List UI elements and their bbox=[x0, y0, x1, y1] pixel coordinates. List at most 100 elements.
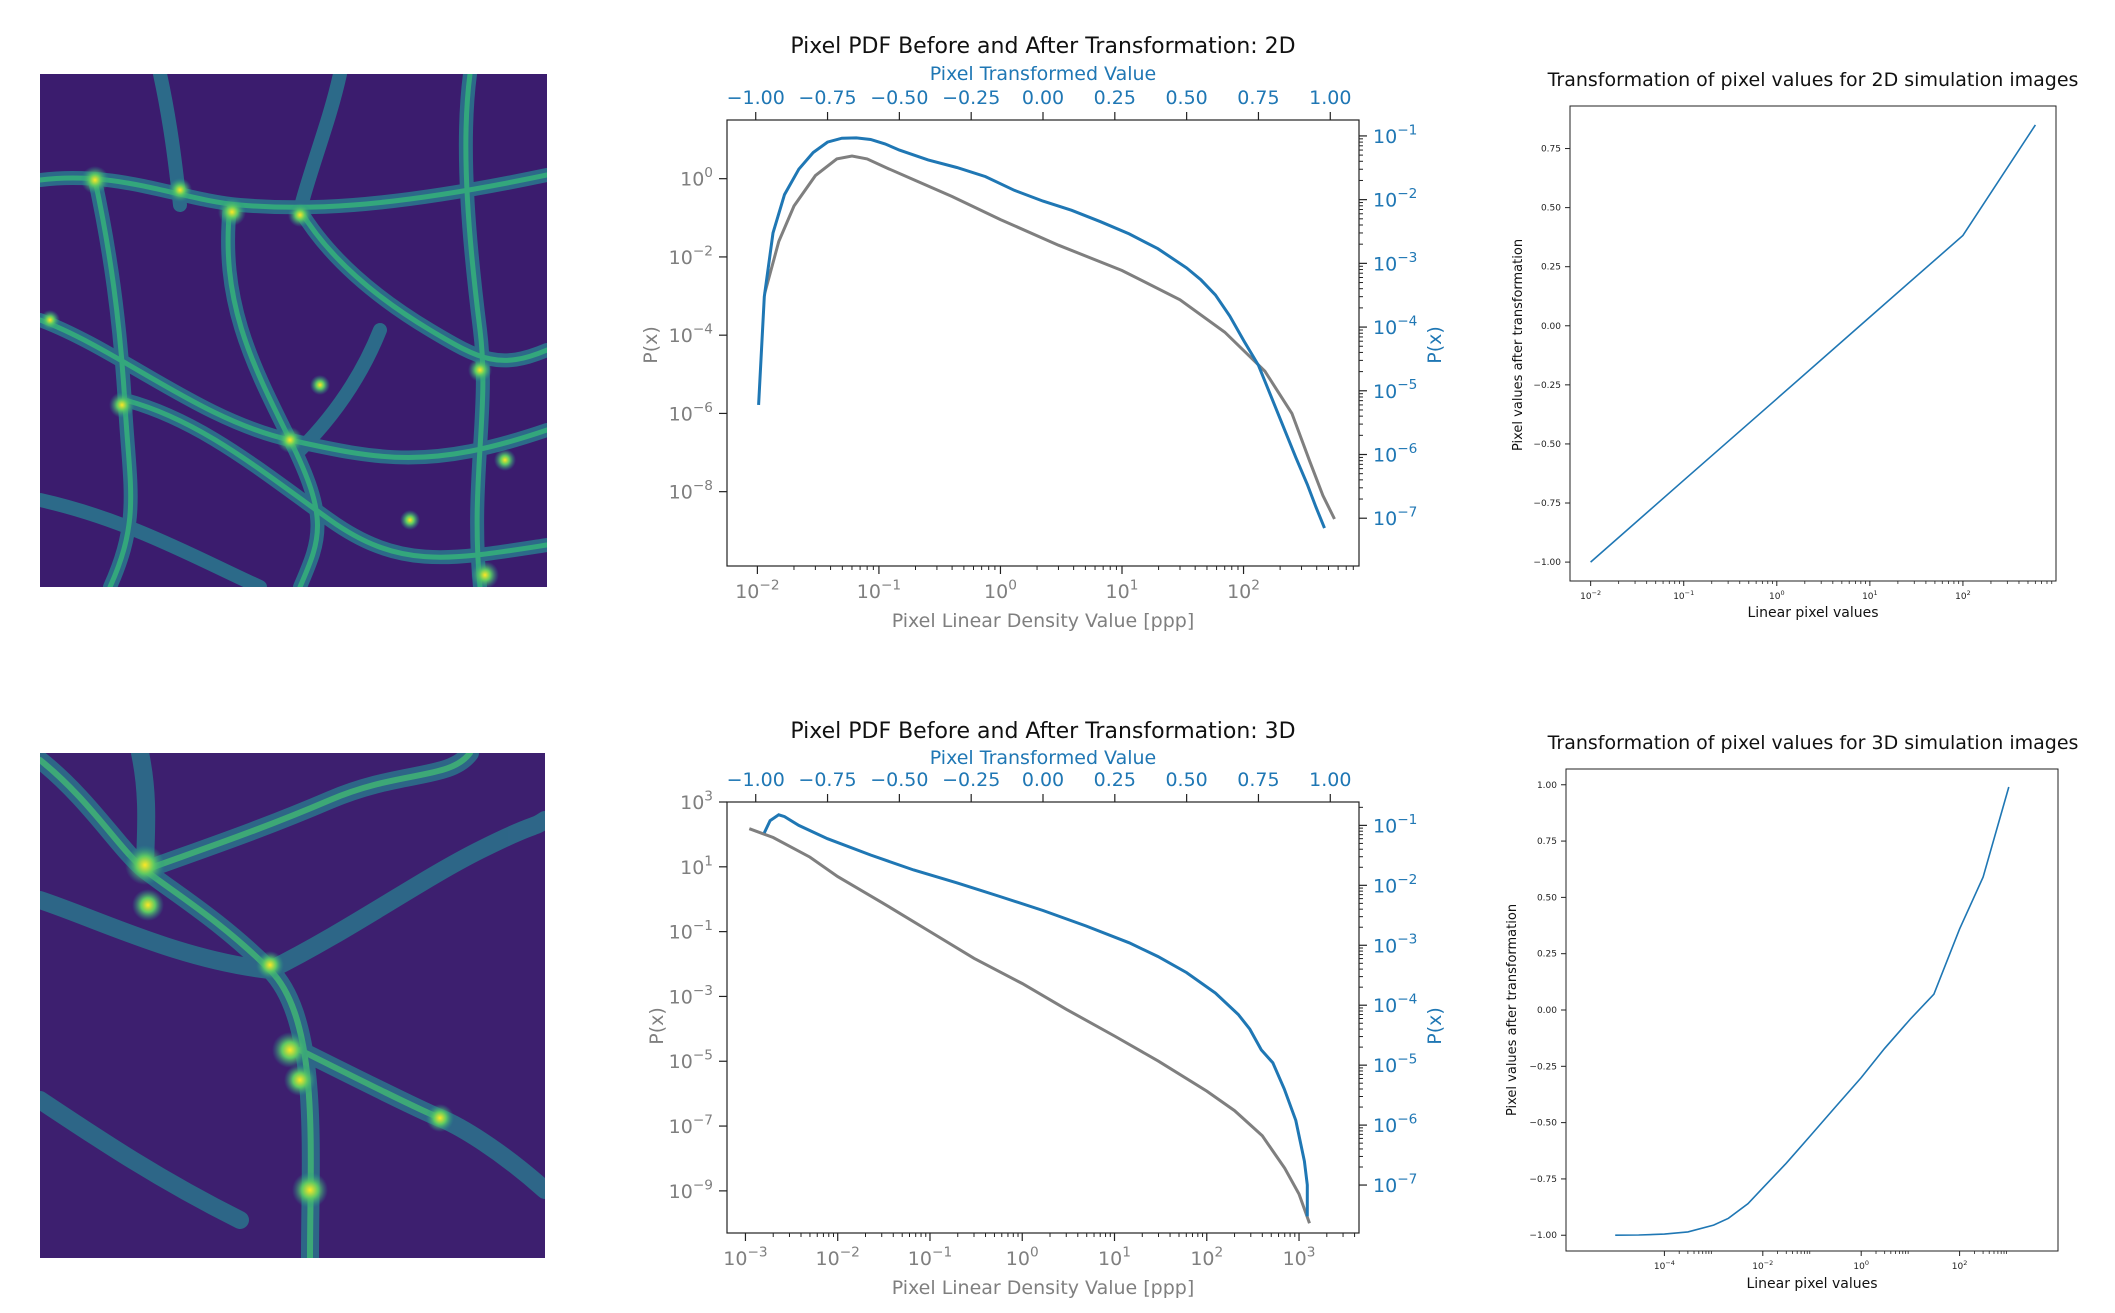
pdf-2d-line-transformed bbox=[757, 136, 1326, 529]
x-top-tick-label: −0.25 bbox=[942, 769, 1000, 791]
transform-2d-title: Transformation of pixel values for 2D si… bbox=[1547, 69, 2079, 91]
y-left-tick-label: 10−8 bbox=[669, 478, 713, 504]
y-tick-label: 0.50 bbox=[1537, 893, 1557, 903]
pdf-2d-xlabel: Pixel Linear Density Value [ppp] bbox=[892, 610, 1195, 632]
transform-3d-axes-frame bbox=[1565, 768, 2059, 1252]
y-tick-label: 0.25 bbox=[1537, 950, 1557, 960]
transform-3d-ylabel: Pixel values after transformation bbox=[1505, 904, 1520, 1116]
y-left-tick-label: 10−5 bbox=[669, 1048, 713, 1074]
x-bottom-tick-label: 10−2 bbox=[735, 577, 779, 603]
x-top-tick-label: −0.25 bbox=[942, 87, 1000, 109]
x-top-tick-label: 1.00 bbox=[1309, 769, 1351, 791]
pdf-chart-3d: Pixel PDF Before and After Transformatio… bbox=[646, 719, 1446, 1299]
y-right-tick-label: 10−6 bbox=[1373, 1112, 1417, 1138]
x-bottom-tick-label: 10−2 bbox=[816, 1244, 860, 1270]
y-right-tick-label: 10−7 bbox=[1373, 1171, 1417, 1197]
x-bottom-tick-label: 101 bbox=[1106, 577, 1139, 603]
pdf-3d-title: Pixel PDF Before and After Transformatio… bbox=[790, 719, 1295, 744]
pdf-2d-line-linear bbox=[763, 154, 1336, 520]
y-left-tick-label: 10−9 bbox=[669, 1177, 713, 1203]
y-tick-label: −0.75 bbox=[1529, 1175, 1557, 1185]
x-top-tick-label: 0.25 bbox=[1094, 87, 1136, 109]
x-top-tick-label: −0.50 bbox=[870, 769, 928, 791]
pdf-2d-axes-frame bbox=[726, 119, 1360, 567]
y-left-tick-label: 101 bbox=[680, 853, 713, 879]
x-top-tick-label: 0.25 bbox=[1094, 769, 1136, 791]
x-top-tick-label: −0.75 bbox=[798, 769, 856, 791]
transform-2d-ticks: 10−2 10−1 100 101 102 0.75 0.50 0.25 0.00 −0.25 −0… bbox=[1533, 145, 2053, 602]
y-right-tick-label: 10−5 bbox=[1373, 1052, 1417, 1078]
y-tick-label: −1.00 bbox=[1533, 558, 1561, 568]
pdf-3d-ylabel: P(x) bbox=[646, 1007, 668, 1045]
x-tick-label: 100 bbox=[1769, 589, 1785, 602]
x-tick-label: 100 bbox=[1853, 1259, 1869, 1272]
y-right-tick-label: 10−4 bbox=[1373, 314, 1417, 340]
x-bottom-tick-label: 100 bbox=[984, 577, 1017, 603]
x-bottom-tick-label: 10−1 bbox=[857, 577, 901, 603]
y-tick-label: 1.00 bbox=[1537, 781, 1557, 791]
x-bottom-tick-label: 103 bbox=[1283, 1244, 1316, 1270]
y-tick-label: −0.25 bbox=[1533, 381, 1561, 391]
y-left-tick-label: 10−7 bbox=[669, 1113, 713, 1139]
x-tick-label: 10−2 bbox=[1752, 1259, 1773, 1272]
transform-2d-line bbox=[1590, 124, 2037, 563]
y-right-tick-label: 10−2 bbox=[1373, 872, 1417, 898]
y-right-tick-label: 10−3 bbox=[1373, 932, 1417, 958]
y-left-tick-label: 10−6 bbox=[669, 400, 713, 426]
transform-chart-3d: Transformation of pixel values for 3D si… bbox=[1505, 732, 2078, 1292]
y-tick-label: 0.75 bbox=[1541, 145, 1561, 155]
x-bottom-tick-label: 102 bbox=[1190, 1244, 1223, 1270]
pdf-2d-ylabel-right: P(x) bbox=[1424, 326, 1446, 364]
y-left-tick-label: 10−2 bbox=[669, 243, 713, 269]
y-right-tick-label: 10−4 bbox=[1373, 992, 1417, 1018]
x-bottom-tick-label: 101 bbox=[1098, 1244, 1131, 1270]
transform-3d-line bbox=[1615, 786, 2010, 1236]
x-top-tick-label: 0.00 bbox=[1022, 87, 1064, 109]
x-top-tick-label: −1.00 bbox=[727, 769, 785, 791]
y-right-tick-label: 10−1 bbox=[1373, 122, 1417, 148]
x-tick-label: 101 bbox=[1862, 589, 1878, 602]
y-tick-label: −0.75 bbox=[1533, 499, 1561, 509]
x-top-tick-label: 1.00 bbox=[1309, 87, 1351, 109]
x-tick-label: 10−4 bbox=[1654, 1259, 1675, 1272]
pdf-chart-2d: Pixel PDF Before and After Transformatio… bbox=[640, 34, 1446, 632]
x-top-tick-label: 0.50 bbox=[1165, 769, 1207, 791]
image-3d-simulation bbox=[40, 753, 545, 1258]
x-tick-label: 10−1 bbox=[1673, 589, 1694, 602]
y-tick-label: 0.75 bbox=[1537, 837, 1557, 847]
x-bottom-tick-label: 10−3 bbox=[723, 1244, 767, 1270]
x-top-tick-label: −0.75 bbox=[798, 87, 856, 109]
transform-3d-title: Transformation of pixel values for 3D si… bbox=[1547, 732, 2079, 754]
x-tick-label: 102 bbox=[1955, 589, 1971, 602]
y-tick-label: 0.00 bbox=[1537, 1006, 1557, 1016]
x-bottom-tick-label: 10−1 bbox=[908, 1244, 952, 1270]
y-right-tick-label: 10−6 bbox=[1373, 441, 1417, 467]
pdf-2d-ylabel: P(x) bbox=[640, 326, 662, 364]
y-tick-label: −1.00 bbox=[1529, 1231, 1557, 1241]
transform-chart-2d: Transformation of pixel values for 2D si… bbox=[1511, 69, 2078, 621]
y-right-tick-label: 10−3 bbox=[1373, 250, 1417, 276]
pdf-3d-ylabel-right: P(x) bbox=[1424, 1007, 1446, 1045]
x-top-tick-label: 0.75 bbox=[1237, 87, 1279, 109]
y-left-tick-label: 10−1 bbox=[669, 918, 713, 944]
transform-3d-ticks: 10−4 10−2 100 102 1.00 0.75 0.50 0.25 0.00 −0.25 −… bbox=[1529, 781, 2007, 1272]
x-tick-label: 10−2 bbox=[1580, 589, 1601, 602]
transform-2d-axes-frame bbox=[1569, 105, 2057, 582]
pdf-3d-line-linear bbox=[748, 827, 1311, 1224]
y-tick-label: 0.00 bbox=[1541, 322, 1561, 332]
y-left-tick-label: 10−3 bbox=[669, 983, 713, 1009]
pdf-2d-top-xlabel: Pixel Transformed Value bbox=[930, 63, 1156, 85]
pdf-2d-title: Pixel PDF Before and After Transformatio… bbox=[790, 34, 1295, 59]
pdf-3d-xlabel: Pixel Linear Density Value [ppp] bbox=[892, 1277, 1195, 1299]
x-bottom-tick-label: 100 bbox=[1006, 1244, 1039, 1270]
y-tick-label: 0.25 bbox=[1541, 263, 1561, 273]
y-right-tick-label: 10−5 bbox=[1373, 377, 1417, 403]
x-top-tick-label: −0.50 bbox=[870, 87, 928, 109]
pdf-3d-ticks: 10−3 10−2 10−1 100 101 102 103 −1.00 −0.75 −0.50−… bbox=[669, 769, 1418, 1270]
x-top-tick-label: 0.75 bbox=[1237, 769, 1279, 791]
y-left-tick-label: 10−4 bbox=[669, 322, 713, 348]
y-left-tick-label: 100 bbox=[680, 165, 713, 191]
y-tick-label: 0.50 bbox=[1541, 204, 1561, 214]
y-tick-label: −0.50 bbox=[1529, 1119, 1557, 1129]
